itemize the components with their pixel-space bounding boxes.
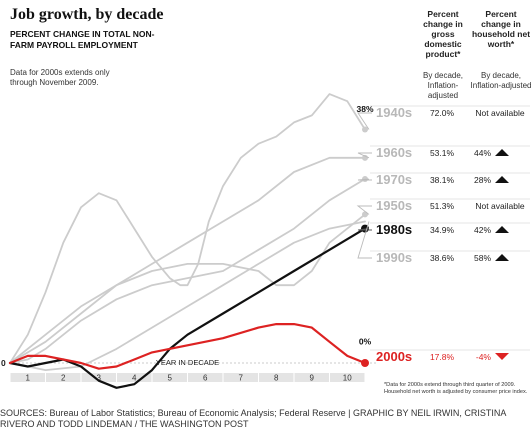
networth-arrow-1990s — [495, 254, 509, 261]
endpoint-dot-2000s — [361, 359, 369, 367]
networth-arrow-1980s — [495, 226, 509, 233]
series-line-1940s — [9, 93, 366, 364]
leader-line-1980s — [357, 228, 372, 231]
networth-arrow-1970s — [495, 176, 509, 183]
series-line-2000s — [8, 323, 367, 370]
x-band-9 — [294, 373, 329, 382]
networth-value-1970s: 28% — [474, 175, 491, 185]
networth-column-subtitle: By decade, Inflation-adjusted — [470, 71, 532, 90]
x-band-3 — [81, 373, 116, 382]
x-tick-label-7: 7 — [239, 374, 244, 383]
endpoint-dot-1940s — [362, 126, 368, 133]
x-tick-label-1: 1 — [26, 374, 31, 383]
endpoint-dot-1980s — [361, 224, 369, 233]
x-tick-label-2: 2 — [61, 374, 66, 383]
annotation-0pct: 0% — [359, 337, 372, 347]
job-growth-chart: 0 1 2 3 4 5 6 7 8 9 10 YEAR IN DECADE 38% 0% 1940s 72.0… — [1, 93, 530, 389]
decade-label-1970s: 1970s — [376, 172, 412, 187]
networth-value-1950s: Not available — [475, 201, 524, 211]
endpoint-dot-1950s — [362, 211, 368, 218]
y-tick-label-0: 0 — [1, 358, 6, 368]
networth-value-1980s: 42% — [474, 225, 491, 235]
x-tick-label-4: 4 — [132, 374, 137, 383]
networth-value-1960s: 44% — [474, 148, 491, 158]
gdp-value-1990s: 38.6% — [430, 253, 455, 263]
decade-label-1990s: 1990s — [376, 250, 412, 265]
x-band-8 — [259, 373, 294, 382]
x-tick-label-8: 8 — [274, 374, 279, 383]
sources-credit: SOURCES: Bureau of Labor Statistics; Bur… — [0, 408, 506, 429]
leader-line-1990s — [357, 221, 372, 259]
decade-label-1950s: 1950s — [376, 198, 412, 213]
gdp-column-title: Percent change in gross domestic product… — [423, 9, 463, 59]
gdp-value-1970s: 38.1% — [430, 175, 455, 185]
series-line-1950s — [9, 213, 366, 364]
leader-line-1960s — [357, 152, 372, 159]
series-line-1970s — [9, 178, 366, 364]
gdp-value-1950s: 51.3% — [430, 201, 455, 211]
decade-label-2000s: 2000s — [376, 349, 412, 364]
x-band-1 — [10, 373, 45, 382]
gdp-value-1960s: 53.1% — [430, 148, 455, 158]
data-note: Data for 2000s extends only through Nove… — [10, 68, 110, 87]
x-tick-label-9: 9 — [310, 374, 315, 383]
networth-arrow-2000s — [495, 353, 509, 360]
series-line-1960s — [9, 156, 366, 364]
gdp-column-subtitle: By decade, Inflation-adjusted — [422, 71, 464, 100]
decade-label-1940s: 1940s — [376, 105, 412, 120]
networth-value-1940s: Not available — [475, 108, 524, 118]
x-band-6 — [188, 373, 223, 382]
x-band-10 — [330, 373, 365, 382]
leader-line-1970s — [357, 178, 372, 181]
x-tick-label-3: 3 — [97, 374, 102, 383]
x-band-2 — [46, 373, 81, 382]
x-tick-label-5: 5 — [168, 374, 173, 383]
networth-arrow-1960s — [495, 149, 509, 156]
x-band-4 — [117, 373, 152, 382]
series-line-1980s — [8, 227, 367, 389]
decade-label-1960s: 1960s — [376, 145, 412, 160]
networth-value-1990s: 58% — [474, 253, 491, 263]
x-tick-label-6: 6 — [203, 374, 208, 383]
gdp-value-1980s: 34.9% — [430, 225, 455, 235]
x-band-7 — [223, 373, 258, 382]
chart-title: Job growth, by decade — [10, 6, 164, 23]
series-line-1990s — [9, 220, 366, 371]
x-axis-label: YEAR IN DECADE — [156, 358, 219, 367]
chart-subtitle: PERCENT CHANGE IN TOTAL NON-FARM PAYROLL… — [10, 29, 155, 50]
leader-line-1950s — [356, 205, 372, 215]
networth-value-2000s: -4% — [476, 352, 492, 362]
gdp-value-2000s: 17.8% — [430, 352, 455, 362]
x-tick-label-10: 10 — [343, 374, 352, 383]
decade-label-1980s: 1980s — [376, 222, 412, 237]
networth-column-title: Percent change in household net worth* — [471, 9, 531, 49]
footnote: *Data for 2000s extend through third qua… — [384, 382, 528, 395]
annotation-38pct: 38% — [356, 104, 373, 114]
leader-line-1940s — [357, 112, 372, 130]
x-band-5 — [152, 373, 187, 382]
gdp-value-1940s: 72.0% — [430, 108, 455, 118]
